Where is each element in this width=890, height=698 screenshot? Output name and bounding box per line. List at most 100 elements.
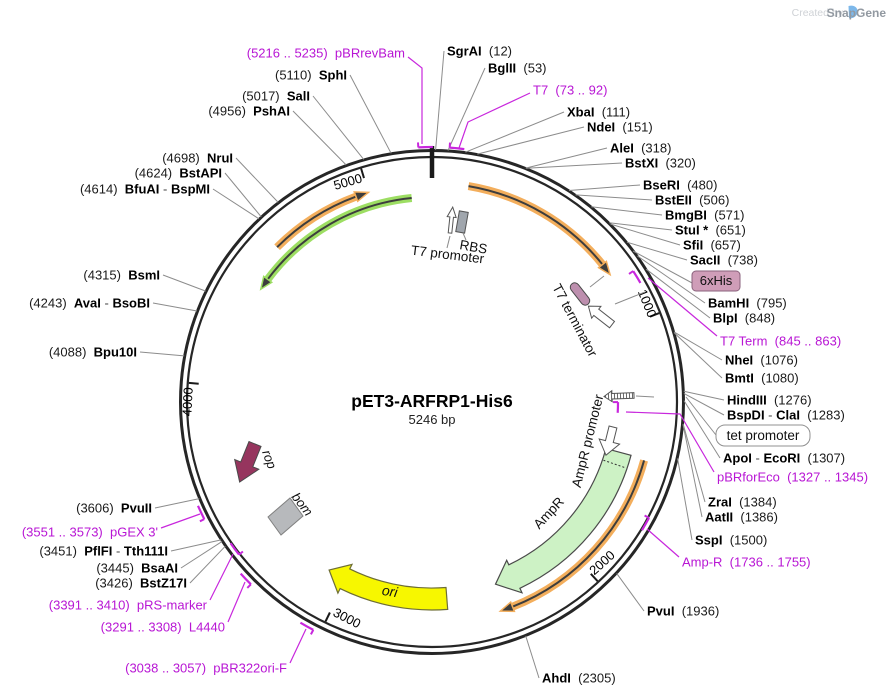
- restriction-site[interactable]: BlpI (848): [645, 268, 775, 326]
- site-label[interactable]: (5017) SalI: [242, 89, 310, 104]
- ori-label[interactable]: ori: [381, 582, 400, 600]
- site-label[interactable]: HindIII (1276): [727, 393, 812, 408]
- site-label[interactable]: AleI (318): [610, 141, 671, 156]
- restriction-site[interactable]: (3606) PvuII: [76, 498, 200, 516]
- primer[interactable]: Amp-R (1736 .. 1755): [641, 514, 811, 570]
- site-label[interactable]: BamHI (795): [708, 296, 787, 311]
- primer-mark[interactable]: [641, 517, 650, 531]
- bom-box[interactable]: [267, 497, 304, 536]
- ampr-promoter-icon[interactable]: [596, 424, 623, 457]
- restriction-site[interactable]: AleI (318): [525, 141, 672, 169]
- restriction-site[interactable]: (3426) BstZ17I: [95, 545, 226, 591]
- restriction-site[interactable]: (4614) BfuAI - BspMI: [80, 182, 260, 220]
- rop-label[interactable]: rop: [259, 448, 280, 471]
- restriction-site[interactable]: (4243) AvaI - BsoBI: [29, 296, 198, 312]
- primer-label[interactable]: Amp-R (1736 .. 1755): [682, 555, 811, 570]
- site-label[interactable]: AhdI (2305): [542, 671, 616, 686]
- site-label[interactable]: (3451) PflFI - Tth111I: [39, 544, 168, 559]
- primer-label[interactable]: T7 Term (845 .. 863): [720, 334, 841, 349]
- t7-terminator-icon[interactable]: [568, 281, 591, 307]
- site-label[interactable]: SspI (1500): [695, 533, 767, 548]
- site-label[interactable]: PvuI (1936): [647, 604, 719, 619]
- site-label[interactable]: BmgBI (571): [665, 208, 744, 223]
- site-label[interactable]: BglII (53): [488, 61, 547, 76]
- site-label[interactable]: (3606) PvuII: [76, 501, 152, 516]
- restriction-site[interactable]: BstEII (506): [575, 193, 730, 208]
- primer[interactable]: T7 Term (845 .. 863): [628, 270, 841, 349]
- restriction-site[interactable]: (4698) NruI: [162, 151, 279, 203]
- restriction-site[interactable]: BspDI - ClaI (1283): [683, 392, 845, 423]
- restriction-site[interactable]: NheI (1076): [673, 331, 798, 368]
- primer-label[interactable]: (3291 .. 3308) L4440: [101, 620, 225, 635]
- tet-promoter-boxed-label[interactable]: tet promoter: [685, 396, 811, 447]
- ampr-arrow[interactable]: [494, 447, 632, 594]
- site-label[interactable]: NdeI (151): [587, 120, 653, 135]
- site-label[interactable]: BspDI - ClaI (1283): [727, 408, 845, 423]
- site-label[interactable]: (4088) Bpu10I: [49, 345, 137, 360]
- restriction-site[interactable]: BglII (53): [447, 61, 547, 151]
- restriction-site[interactable]: (4315) BsmI: [83, 268, 206, 292]
- primer[interactable]: T7 (73 .. 92): [448, 83, 608, 151]
- primer[interactable]: (3391 .. 3410) pRS-marker: [49, 542, 244, 613]
- restriction-site[interactable]: HindIII (1276): [683, 390, 812, 408]
- restriction-site[interactable]: (3445) BsaAI: [96, 540, 223, 576]
- his6-tag-label[interactable]: 6xHis: [632, 250, 741, 292]
- primer-label[interactable]: pBRforEco (1327 .. 1345): [717, 470, 868, 485]
- tet-promoter-icon[interactable]: [603, 389, 635, 403]
- restriction-site[interactable]: AatII (1386): [682, 424, 778, 525]
- site-label[interactable]: SgrAI (12): [447, 44, 512, 59]
- restriction-site[interactable]: PvuI (1936): [616, 573, 720, 619]
- site-label[interactable]: ApoI - EcoRI (1307): [723, 451, 845, 466]
- restriction-site[interactable]: BseRI (480): [568, 178, 717, 193]
- site-label[interactable]: (4614) BfuAI - BspMI: [80, 182, 210, 197]
- primer[interactable]: (3551 .. 3573) pGEX 3': [22, 505, 206, 540]
- restriction-site[interactable]: BstXI (320): [526, 156, 696, 171]
- site-label[interactable]: BseRI (480): [643, 178, 717, 193]
- primer[interactable]: (3291 .. 3308) L4440: [101, 572, 252, 635]
- site-label[interactable]: (4956) PshAI: [208, 104, 290, 119]
- site-label[interactable]: (4243) AvaI - BsoBI: [29, 296, 150, 311]
- site-label[interactable]: NheI (1076): [725, 353, 798, 368]
- primer[interactable]: pBRforEco (1327 .. 1345): [613, 401, 868, 485]
- restriction-site[interactable]: (4624) BstAPI: [135, 166, 262, 218]
- primer-label[interactable]: (3391 .. 3410) pRS-marker: [49, 598, 208, 613]
- restriction-site[interactable]: (3451) PflFI - Tth111I: [39, 539, 222, 559]
- restriction-site[interactable]: SgrAI (12): [435, 44, 512, 151]
- primer[interactable]: (3038 .. 3057) pBR322ori-F: [125, 621, 315, 676]
- site-label[interactable]: (4624) BstAPI: [135, 166, 222, 181]
- rbs-label[interactable]: RBS: [458, 237, 488, 257]
- restriction-site[interactable]: (4956) PshAI: [208, 104, 347, 166]
- site-label[interactable]: StuI * (651): [675, 223, 746, 238]
- ampr-orf-arrow[interactable]: [498, 459, 648, 613]
- site-label[interactable]: XbaI (111): [567, 105, 630, 120]
- restriction-site[interactable]: BamHI (795): [637, 255, 787, 311]
- rbs-icon[interactable]: [455, 210, 469, 234]
- site-label[interactable]: BstEII (506): [655, 193, 729, 208]
- site-label[interactable]: ZraI (1384): [708, 495, 777, 510]
- orf-arrow-upstream-forward[interactable]: [274, 191, 371, 251]
- primer[interactable]: (5216 .. 5235) pBRrevBam: [247, 46, 433, 149]
- restriction-site[interactable]: SfiI (657): [610, 223, 741, 253]
- site-label[interactable]: (5110) SphI: [275, 68, 347, 83]
- restriction-site[interactable]: BmgBI (571): [591, 206, 744, 223]
- site-label[interactable]: BstXI (320): [625, 156, 696, 171]
- restriction-site[interactable]: AhdI (2305): [525, 635, 616, 686]
- restriction-site[interactable]: BmtI (1080): [674, 332, 799, 386]
- ori-arrow[interactable]: [328, 563, 449, 611]
- site-label[interactable]: BmtI (1080): [725, 371, 799, 386]
- restriction-site[interactable]: ZraI (1384): [682, 423, 777, 510]
- restriction-site[interactable]: SspI (1500): [677, 458, 768, 548]
- primer-label[interactable]: (3551 .. 3573) pGEX 3': [22, 525, 158, 540]
- primer-label[interactable]: (3038 .. 3057) pBR322ori-F: [125, 661, 287, 676]
- gene-orf-arrow[interactable]: [467, 182, 612, 277]
- restriction-site[interactable]: SacII (738): [626, 241, 758, 268]
- site-label[interactable]: (4698) NruI: [162, 151, 233, 166]
- site-label[interactable]: (3445) BsaAI: [96, 561, 178, 576]
- primer-label[interactable]: (5216 .. 5235) pBRrevBam: [247, 46, 405, 61]
- rop-arrow[interactable]: [228, 439, 267, 487]
- restriction-site[interactable]: ApoI - EcoRI (1307): [683, 400, 845, 466]
- restriction-site[interactable]: (5017) SalI: [242, 89, 365, 160]
- restriction-site[interactable]: NdeI (151): [477, 120, 653, 155]
- site-label[interactable]: (3426) BstZ17I: [95, 576, 187, 591]
- primer-label[interactable]: T7 (73 .. 92): [533, 83, 607, 98]
